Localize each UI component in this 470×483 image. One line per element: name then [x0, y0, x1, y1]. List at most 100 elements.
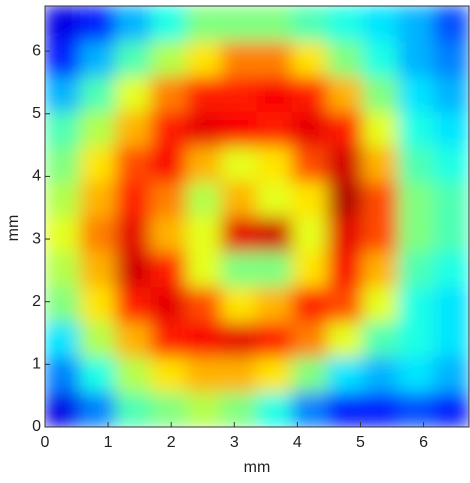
y-tick-label: 3: [32, 230, 41, 247]
heatmap-cell: [115, 75, 152, 112]
heatmap-cell: [150, 356, 187, 393]
heatmap-cell: [185, 356, 223, 393]
heatmap-cell: [221, 110, 258, 147]
heatmap-cell: [221, 286, 258, 323]
heatmap-cell: [45, 180, 81, 217]
heatmap-cell: [185, 6, 223, 42]
heatmap-cell: [291, 216, 329, 253]
heatmap-cell: [150, 75, 187, 112]
y-tick-label: 6: [32, 42, 41, 59]
heatmap-cell: [291, 251, 329, 288]
heatmap-cell: [45, 110, 81, 147]
heatmap-cell: [45, 286, 81, 323]
heatmap-cell: [45, 251, 81, 288]
heatmap-cell: [397, 391, 435, 427]
heatmap-cell: [79, 145, 117, 182]
heatmap-cell: [433, 286, 469, 323]
heatmap-cell: [256, 75, 293, 112]
x-tick-label: 0: [41, 434, 50, 451]
heatmap-cell: [256, 6, 293, 42]
y-tick-label: 2: [32, 293, 41, 310]
heatmap-cell: [327, 216, 364, 253]
heatmap-cell: [221, 75, 258, 112]
heatmap-cell: [397, 321, 435, 358]
heatmap-cell: [327, 180, 364, 217]
heatmap-cell: [115, 110, 152, 147]
heatmap-cell: [291, 286, 329, 323]
heatmap-cell: [45, 216, 81, 253]
x-axis-label: mm: [244, 459, 271, 476]
heatmap-cell: [221, 356, 258, 393]
heatmap-cell: [327, 251, 364, 288]
heatmap-cell: [397, 145, 435, 182]
heatmap-cell: [150, 6, 187, 42]
heatmap-cell: [256, 40, 293, 77]
heatmap-cell: [362, 6, 399, 42]
heatmap-cell: [45, 6, 81, 42]
heatmap-cell: [291, 356, 329, 393]
heatmap-cell: [256, 321, 293, 358]
x-tick-label: 4: [293, 434, 302, 451]
x-tick-label: 2: [167, 434, 176, 451]
x-tick-label: 3: [230, 434, 239, 451]
x-tick-label: 6: [419, 434, 428, 451]
heatmap-cell: [433, 216, 469, 253]
heatmap-cell: [362, 110, 399, 147]
heatmap-cell: [362, 286, 399, 323]
heatmap-cell: [327, 145, 364, 182]
heatmap-cell: [115, 391, 152, 427]
heatmap-cell: [115, 6, 152, 42]
heatmap-cell: [221, 145, 258, 182]
heatmap-cell: [433, 75, 469, 112]
heatmap-cell: [115, 216, 152, 253]
heatmap-cell: [362, 180, 399, 217]
heatmap-cell: [221, 216, 258, 253]
x-tick-label: 1: [104, 434, 113, 451]
heatmap-cell: [115, 286, 152, 323]
heatmap-cell: [433, 356, 469, 393]
heatmap-cell: [433, 251, 469, 288]
heatmap-cell: [327, 40, 364, 77]
heatmap-cell: [327, 110, 364, 147]
heatmap-cell: [256, 356, 293, 393]
heatmap-cell: [256, 110, 293, 147]
heatmap-cell: [185, 216, 223, 253]
heatmap-cell: [362, 391, 399, 427]
heatmap-cell: [115, 180, 152, 217]
y-tick-label: 1: [32, 356, 41, 373]
y-tick-label: 4: [32, 168, 41, 185]
y-tick-label: 5: [32, 105, 41, 122]
heatmap-cell: [150, 391, 187, 427]
heatmap-cell: [256, 286, 293, 323]
heatmap-cell: [45, 356, 81, 393]
heatmap-cell: [362, 145, 399, 182]
heatmap-cell: [291, 6, 329, 42]
heatmap-cell: [362, 75, 399, 112]
heatmap-cell: [256, 251, 293, 288]
heatmap-cell: [291, 75, 329, 112]
heatmap-cell: [185, 40, 223, 77]
y-axis-label: mm: [5, 215, 22, 242]
x-tick-label: 5: [356, 434, 365, 451]
heatmap-cell: [221, 6, 258, 42]
heatmap-cell: [397, 251, 435, 288]
heatmap-cell: [150, 251, 187, 288]
heatmap-cell: [115, 356, 152, 393]
heatmap-cell: [150, 110, 187, 147]
heatmap-cell: [327, 321, 364, 358]
heatmap-cell: [150, 40, 187, 77]
heatmap-cell: [79, 286, 117, 323]
heatmap-cell: [433, 145, 469, 182]
heatmap-cell: [291, 180, 329, 217]
heatmap-cell: [150, 145, 187, 182]
heatmap-cell: [79, 216, 117, 253]
heatmap-cell: [185, 251, 223, 288]
heatmap-cell: [185, 321, 223, 358]
heatmap-cell: [79, 321, 117, 358]
heatmap-cell: [256, 145, 293, 182]
heatmap-cell: [291, 40, 329, 77]
heatmap-cell: [362, 356, 399, 393]
heatmap-cell: [327, 75, 364, 112]
heatmap-cell: [185, 286, 223, 323]
